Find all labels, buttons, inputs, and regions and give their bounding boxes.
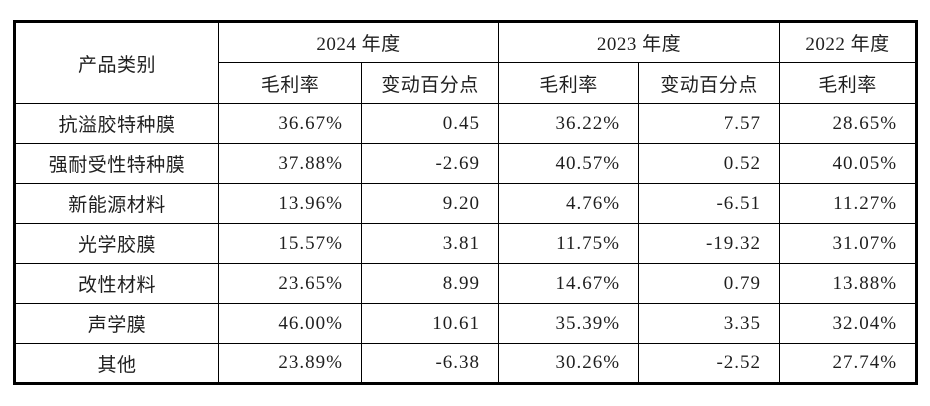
product-category-cell: 声学膜 (14, 303, 219, 344)
gross-margin-table: 产品类别 2024 年度 2023 年度 2022 年度 毛利率 变动百分点 毛… (13, 20, 919, 385)
table-row: 其他 23.89% -6.38 30.26% -2.52 27.74% (14, 343, 918, 384)
value-cell: -6.38 (360, 343, 500, 384)
value-cell: 13.96% (218, 183, 362, 224)
table-body: 抗溢胶特种膜 36.67% 0.45 36.22% 7.57 28.65% 强耐受性特种膜 3… (14, 103, 918, 384)
value-cell: 11.27% (779, 183, 918, 224)
value-cell: 13.88% (779, 263, 918, 304)
value-cell: 3.35 (638, 303, 781, 344)
col-header-2023-margin: 毛利率 (498, 62, 640, 104)
value-cell: 3.81 (360, 223, 500, 264)
table-row: 改性材料 23.65% 8.99 14.67% 0.79 13.88% (14, 263, 918, 304)
value-cell: 9.20 (360, 183, 500, 224)
value-cell: 27.74% (779, 343, 918, 384)
col-header-year-2023: 2023 年度 (498, 21, 781, 63)
value-cell: 35.39% (498, 303, 640, 344)
value-cell: 28.65% (779, 103, 918, 144)
product-category-cell: 抗溢胶特种膜 (14, 103, 219, 144)
value-cell: 31.07% (779, 223, 918, 264)
value-cell: 8.99 (360, 263, 500, 304)
value-cell: 11.75% (498, 223, 640, 264)
value-cell: 30.26% (498, 343, 640, 384)
table-row: 声学膜 46.00% 10.61 35.39% 3.35 32.04% (14, 303, 918, 344)
value-cell: 4.76% (498, 183, 640, 224)
product-category-cell: 改性材料 (14, 263, 219, 304)
value-cell: -2.69 (360, 143, 500, 184)
value-cell: 7.57 (638, 103, 781, 144)
product-category-cell: 其他 (14, 343, 219, 384)
table-row: 新能源材料 13.96% 9.20 4.76% -6.51 11.27% (14, 183, 918, 224)
value-cell: 36.67% (218, 103, 362, 144)
table-row: 强耐受性特种膜 37.88% -2.69 40.57% 0.52 40.05% (14, 143, 918, 184)
value-cell: 46.00% (218, 303, 362, 344)
value-cell: 40.57% (498, 143, 640, 184)
value-cell: 0.45 (360, 103, 500, 144)
value-cell: 14.67% (498, 263, 640, 304)
col-header-product-category: 产品类别 (14, 21, 219, 104)
col-header-year-2022: 2022 年度 (779, 21, 918, 63)
col-header-2024-margin: 毛利率 (218, 62, 362, 104)
value-cell: 10.61 (360, 303, 500, 344)
table-row: 光学胶膜 15.57% 3.81 11.75% -19.32 31.07% (14, 223, 918, 264)
value-cell: -6.51 (638, 183, 781, 224)
value-cell: 36.22% (498, 103, 640, 144)
value-cell: 0.79 (638, 263, 781, 304)
header-row-metrics: 毛利率 变动百分点 毛利率 变动百分点 毛利率 (15, 62, 918, 104)
table-header: 产品类别 2024 年度 2023 年度 2022 年度 毛利率 变动百分点 毛… (14, 21, 918, 104)
col-header-year-2024: 2024 年度 (217, 21, 500, 63)
value-cell: 37.88% (218, 143, 362, 184)
col-header-2022-margin: 毛利率 (779, 62, 918, 104)
col-header-2024-change: 变动百分点 (360, 62, 500, 104)
table-row: 抗溢胶特种膜 36.67% 0.45 36.22% 7.57 28.65% (14, 103, 918, 144)
header-row-years: 产品类别 2024 年度 2023 年度 2022 年度 (14, 21, 918, 104)
value-cell: 32.04% (779, 303, 918, 344)
value-cell: 23.89% (218, 343, 362, 384)
col-header-2023-change: 变动百分点 (638, 62, 781, 104)
value-cell: 15.57% (218, 223, 362, 264)
value-cell: 23.65% (218, 263, 362, 304)
value-cell: -2.52 (638, 343, 781, 384)
value-cell: -19.32 (638, 223, 781, 264)
product-category-cell: 光学胶膜 (14, 223, 219, 264)
value-cell: 40.05% (779, 143, 918, 184)
product-category-cell: 新能源材料 (14, 183, 219, 224)
gross-margin-table-container: 产品类别 2024 年度 2023 年度 2022 年度 毛利率 变动百分点 毛… (13, 20, 919, 385)
product-category-cell: 强耐受性特种膜 (14, 143, 219, 184)
value-cell: 0.52 (638, 143, 781, 184)
